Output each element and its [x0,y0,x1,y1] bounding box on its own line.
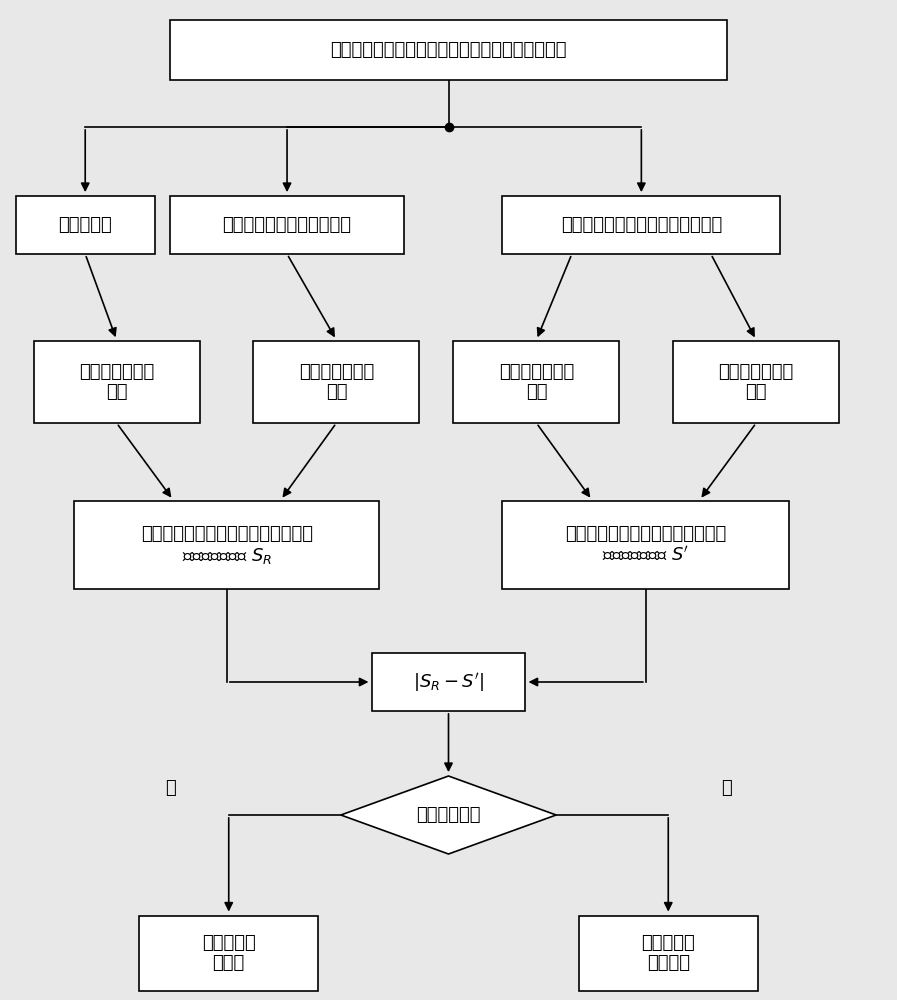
Text: 大于给定阈值: 大于给定阈值 [416,806,481,824]
Text: $|S_R - S'|$: $|S_R - S'|$ [413,670,484,694]
Bar [170,196,404,254]
Text: 计算陨石坑外廓
面积: 计算陨石坑外廓 面积 [299,363,374,401]
Bar [170,20,727,80]
Bar [34,341,199,423]
Bar [253,341,419,423]
Text: 否: 否 [721,779,732,797]
Text: 行星三维地形图中的陨石坑: 行星三维地形图中的陨石坑 [222,216,352,234]
Text: 计算拍摄图像中的陨石坑阴影面积
与外廓面积比值 $S'$: 计算拍摄图像中的陨石坑阴影面积 与外廓面积比值 $S'$ [565,525,727,565]
Bar [372,653,525,711]
Bar [502,196,780,254]
Text: 下降过程中拍摄的图像中的陨石坑: 下降过程中拍摄的图像中的陨石坑 [561,216,722,234]
Text: 计算陨石坑外廓
面积: 计算陨石坑外廓 面积 [718,363,794,401]
Text: 太阳高度角: 太阳高度角 [58,216,112,234]
Text: 当前匹配为
正确匹配: 当前匹配为 正确匹配 [641,934,695,972]
Text: 计算三维地形图中的陨石坑阴影面积
与外廓面积比值 $S_R$: 计算三维地形图中的陨石坑阴影面积 与外廓面积比值 $S_R$ [141,524,313,566]
Polygon shape [341,776,556,854]
Bar [139,916,318,990]
Bar [579,916,758,990]
Bar [502,501,789,589]
Bar [16,196,154,254]
Text: 是: 是 [165,779,176,797]
Bar [74,501,379,589]
Text: 当前匹配为
误匹配: 当前匹配为 误匹配 [202,934,256,972]
Bar [673,341,840,423]
Text: 计算陨石坑阴影
面积: 计算陨石坑阴影 面积 [79,363,154,401]
Text: 从已经建立匹配的陨石坑对中，选取一个陨石坑对: 从已经建立匹配的陨石坑对中，选取一个陨石坑对 [330,41,567,59]
Text: 计算陨石坑阴影
面积: 计算陨石坑阴影 面积 [499,363,574,401]
Bar [453,341,619,423]
